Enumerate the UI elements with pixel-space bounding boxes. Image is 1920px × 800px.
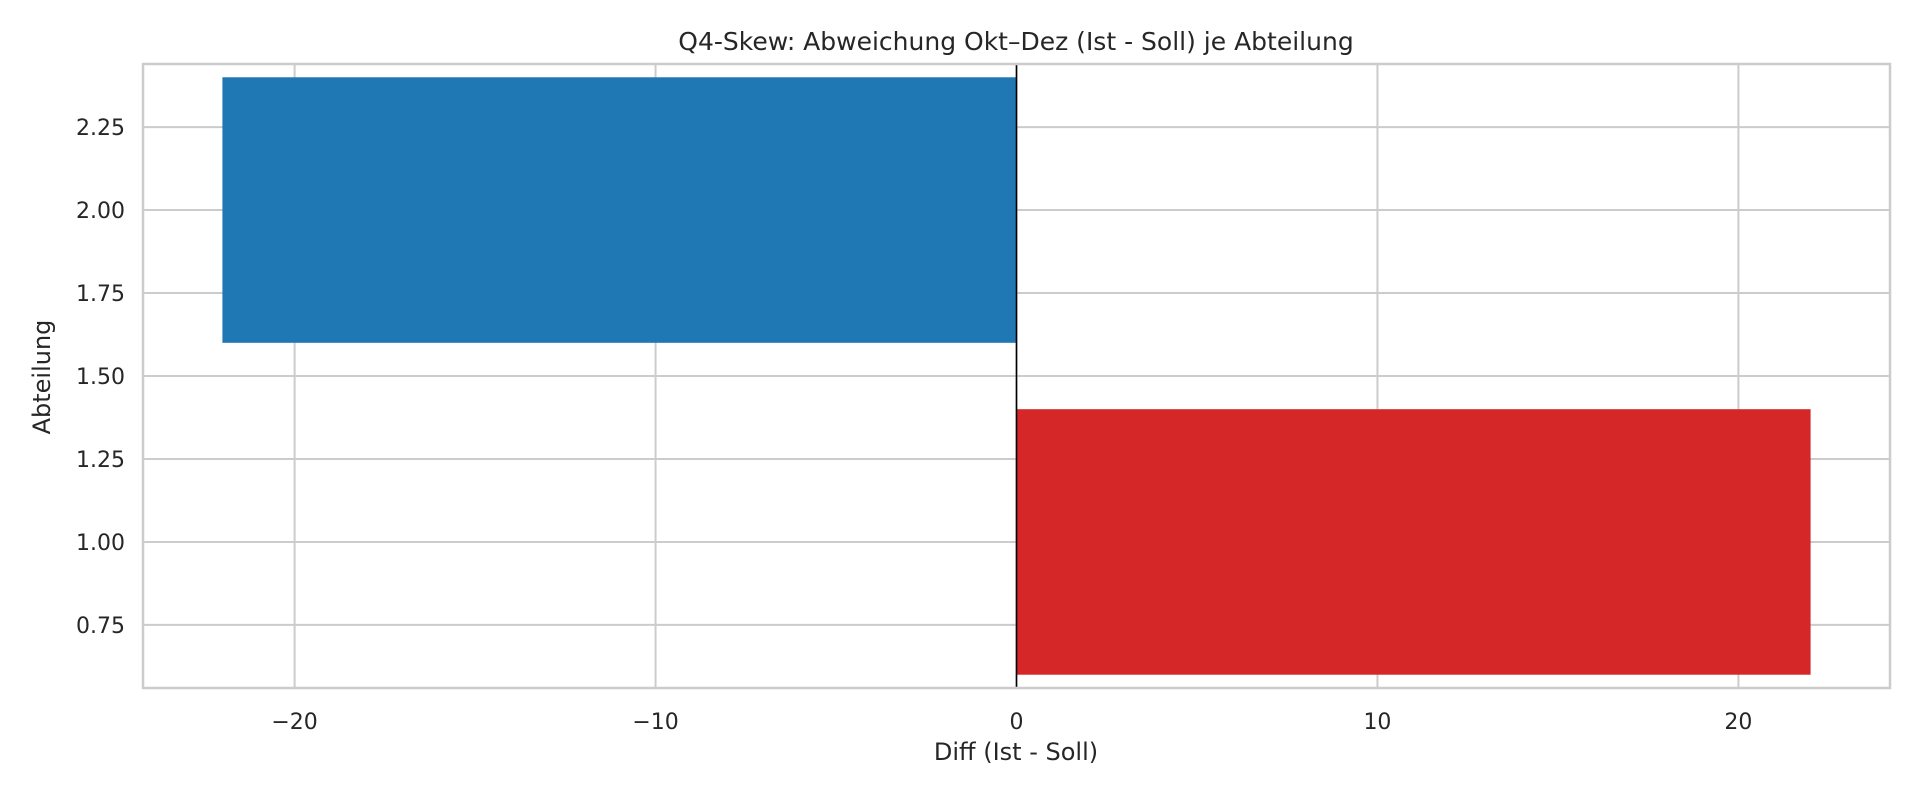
y-tick-labels: 0.75 1.00 1.25 1.50 1.75 2.00 2.25 (76, 116, 125, 639)
x-tick-label: 10 (1363, 710, 1391, 735)
x-axis-label: Diff (Ist - Soll) (934, 738, 1098, 766)
y-tick-label: 0.75 (76, 614, 125, 639)
chart-title: Q4-Skew: Abweichung Okt–Dez (Ist - Soll)… (678, 27, 1353, 56)
x-tick-label: 20 (1724, 710, 1752, 735)
x-tick-label: −20 (271, 710, 317, 735)
y-tick-label: 2.00 (76, 199, 125, 224)
x-tick-label: −10 (632, 710, 678, 735)
bar-1 (1016, 409, 1811, 675)
bars (222, 77, 1811, 675)
plot-frame (141, 62, 1892, 690)
y-tick-label: 1.25 (76, 448, 125, 473)
y-tick-label: 1.50 (76, 365, 125, 390)
bar-2 (222, 77, 1017, 343)
x-tick-labels: −20 −10 0 10 20 (271, 710, 1752, 735)
y-tick-label: 2.25 (76, 116, 125, 141)
y-tick-label: 1.00 (76, 531, 125, 556)
y-axis-label: Abteilung (28, 320, 56, 435)
x-tick-label: 0 (1010, 710, 1024, 735)
y-tick-label: 1.75 (76, 282, 125, 307)
